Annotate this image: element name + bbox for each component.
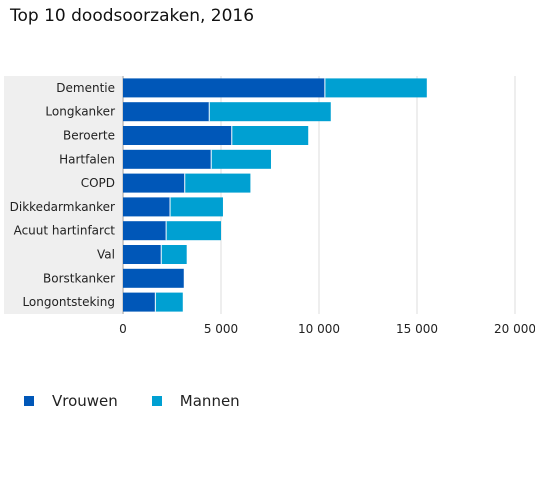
bar-vrouwen-hartfalen[interactable] (123, 149, 212, 169)
bar-mannen-dikkedarmkanker[interactable] (170, 197, 223, 217)
category-labels: Dementie Longkanker Beroerte Hartfalen COPD D… (10, 81, 116, 309)
bar-vrouwen-longkanker[interactable] (123, 102, 210, 122)
bar-vrouwen-longontsteking[interactable] (123, 292, 156, 312)
bar-vrouwen-val[interactable] (123, 245, 162, 264)
x-tick-label: 0 (119, 322, 127, 336)
category-label: Beroerte (63, 129, 115, 143)
legend: Vrouwen Mannen (24, 392, 274, 410)
category-label: Val (97, 248, 115, 262)
bar-mannen-dementie[interactable] (324, 78, 427, 98)
bars (123, 78, 427, 312)
legend-item-vrouwen[interactable]: Vrouwen (24, 392, 118, 410)
legend-label-mannen: Mannen (179, 392, 240, 410)
bar-vrouwen-beroerte[interactable] (123, 126, 232, 145)
legend-label-vrouwen: Vrouwen (52, 392, 118, 410)
bar-mannen-hartfalen[interactable] (211, 149, 271, 169)
legend-item-mannen[interactable]: Mannen (151, 392, 240, 410)
chart-title: Top 10 doodsoorzaken, 2016 (10, 6, 255, 26)
legend-swatch-vrouwen (24, 396, 34, 406)
legend-swatch-mannen (151, 396, 162, 406)
bar-mannen-acuut-hartinfarct[interactable] (166, 221, 221, 241)
bar-chart: Dementie Longkanker Beroerte Hartfalen COPD D… (4, 76, 535, 336)
bar-mannen-longontsteking[interactable] (155, 292, 183, 312)
category-label-band (4, 76, 122, 314)
category-label: Hartfalen (59, 152, 115, 166)
bar-vrouwen-dementie[interactable] (123, 78, 325, 98)
bar-mannen-beroerte[interactable] (231, 126, 309, 145)
category-label: Borstkanker (43, 271, 115, 285)
category-label: Dementie (56, 81, 115, 95)
category-label: Longontsteking (22, 295, 115, 309)
bar-vrouwen-dikkedarmkanker[interactable] (123, 197, 171, 217)
bar-vrouwen-copd[interactable] (123, 173, 185, 193)
x-tick-label: 5 000 (204, 322, 238, 336)
x-tick-label: 10 000 (298, 322, 340, 336)
x-tick-label: 15 000 (396, 322, 438, 336)
bar-mannen-val[interactable] (161, 245, 187, 264)
bar-vrouwen-borstkanker[interactable] (123, 268, 184, 288)
category-label: Dikkedarmkanker (10, 200, 115, 214)
category-label: COPD (81, 176, 115, 190)
bar-vrouwen-acuut-hartinfarct[interactable] (123, 221, 167, 241)
category-label: Acuut hartinfarct (14, 224, 116, 238)
bar-mannen-longkanker[interactable] (209, 102, 331, 122)
x-tick-labels: 0 5 000 10 000 15 000 20 000 (119, 322, 535, 336)
category-label: Longkanker (45, 105, 115, 119)
x-tick-label: 20 000 (494, 322, 535, 336)
bar-mannen-copd[interactable] (184, 173, 251, 193)
